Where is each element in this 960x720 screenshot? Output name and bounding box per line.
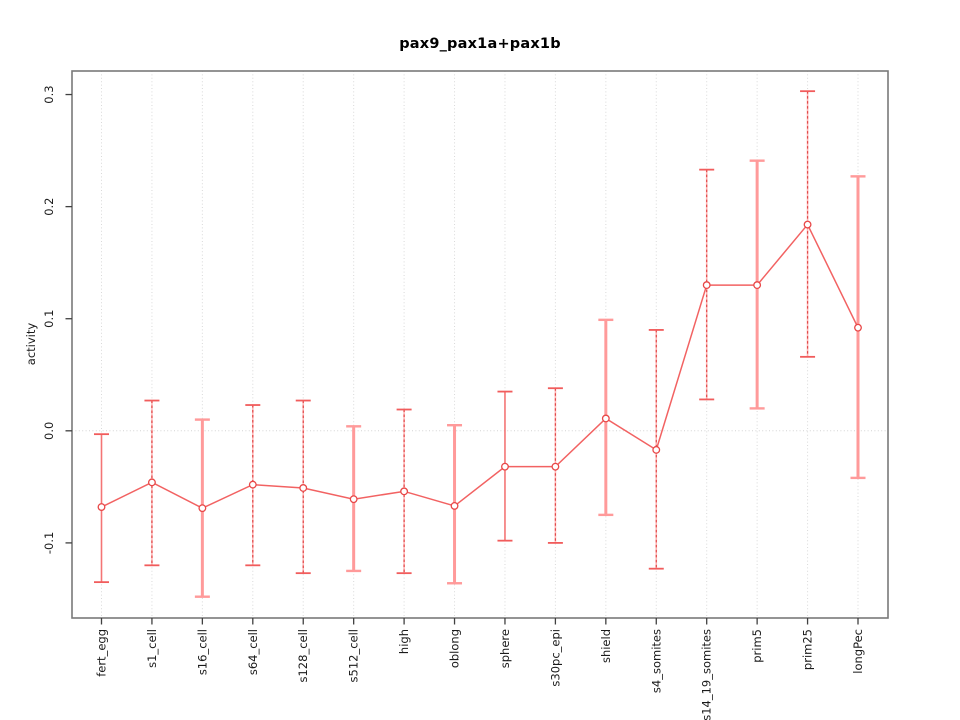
data-point: [702, 281, 711, 290]
x-tick-label: s128_cell: [296, 629, 310, 682]
x-tick-label: prim25: [801, 629, 815, 670]
x-tick-label: high: [397, 629, 411, 654]
data-point: [248, 480, 257, 489]
data-point: [97, 503, 106, 511]
x-tick-label: fert_egg: [95, 629, 109, 677]
x-tick-label: sphere: [498, 629, 512, 668]
y-tick-label: 0.2: [42, 197, 56, 215]
x-tick-label: oblong: [448, 629, 462, 668]
y-tick-label: -0.1: [42, 532, 56, 554]
plot-border: [71, 70, 889, 619]
data-point: [652, 445, 661, 454]
x-tick-label: longPec: [851, 629, 865, 674]
data-point: [450, 501, 459, 510]
x-tick-label: shield: [599, 629, 613, 663]
data-point: [854, 323, 862, 332]
x-tick-label: s16_cell: [195, 629, 209, 675]
chart-title: pax9_pax1a+pax1b: [399, 36, 561, 52]
data-point: [299, 484, 308, 492]
x-tick-label: s14_19_somites: [700, 629, 714, 720]
x-tick-label: prim5: [750, 629, 764, 663]
data-point: [601, 414, 610, 423]
data-point: [198, 504, 207, 513]
data-point: [400, 487, 409, 496]
y-tick-label: 0.0: [42, 422, 56, 440]
data-point: [501, 462, 509, 471]
x-tick-label: s512_cell: [347, 629, 361, 682]
x-tick-label: s1_cell: [145, 629, 159, 668]
y-tick-label: 0.3: [42, 85, 56, 103]
data-point: [551, 462, 560, 471]
data-point: [147, 478, 156, 487]
x-tick-label: s4_somites: [649, 629, 663, 693]
x-tick-label: s64_cell: [246, 629, 260, 675]
data-point: [349, 495, 358, 504]
data-point: [803, 220, 812, 229]
data-point: [753, 281, 762, 290]
x-tick-label: s30pc_epi: [548, 629, 562, 687]
y-tick-label: 0.1: [42, 310, 56, 328]
mean-line: [101, 223, 859, 509]
